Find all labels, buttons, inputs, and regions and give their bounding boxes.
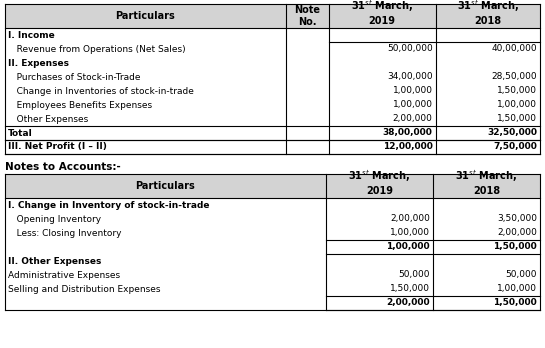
Text: Total: Total — [8, 128, 33, 137]
Text: Revenue from Operations (Net Sales): Revenue from Operations (Net Sales) — [8, 45, 186, 54]
Text: 1,50,000: 1,50,000 — [497, 114, 537, 124]
Text: 1,00,000: 1,00,000 — [497, 101, 537, 110]
Text: 3,50,000: 3,50,000 — [497, 214, 537, 223]
Text: Opening Inventory: Opening Inventory — [8, 214, 101, 223]
Text: 1,00,000: 1,00,000 — [386, 243, 430, 252]
Text: III. Net Profit (I – II): III. Net Profit (I – II) — [8, 142, 107, 151]
Bar — [5, 174, 540, 310]
Text: Purchases of Stock-in-Trade: Purchases of Stock-in-Trade — [8, 72, 141, 81]
Text: 1,50,000: 1,50,000 — [390, 285, 430, 293]
Text: 1,00,000: 1,00,000 — [497, 285, 537, 293]
Text: 50,000: 50,000 — [506, 270, 537, 279]
Text: 1,50,000: 1,50,000 — [493, 243, 537, 252]
Text: I. Change in Inventory of stock-in-trade: I. Change in Inventory of stock-in-trade — [8, 200, 209, 209]
Text: 2,00,000: 2,00,000 — [386, 299, 430, 308]
Text: Other Expenses: Other Expenses — [8, 114, 88, 124]
Text: Selling and Distribution Expenses: Selling and Distribution Expenses — [8, 285, 160, 293]
Text: 38,00,000: 38,00,000 — [383, 128, 433, 137]
Bar — [5, 4, 540, 28]
Text: 1,50,000: 1,50,000 — [493, 299, 537, 308]
Text: Particulars: Particulars — [116, 11, 175, 21]
Text: 12,00,000: 12,00,000 — [383, 142, 433, 151]
Text: Administrative Expenses: Administrative Expenses — [8, 270, 120, 279]
Text: 50,000: 50,000 — [398, 270, 430, 279]
Text: Change in Inventories of stock-in-trade: Change in Inventories of stock-in-trade — [8, 87, 194, 95]
Text: II. Other Expenses: II. Other Expenses — [8, 256, 101, 266]
Text: 31$^{st}$ March,
2019: 31$^{st}$ March, 2019 — [351, 0, 413, 26]
Text: 34,00,000: 34,00,000 — [387, 72, 433, 81]
Text: I. Income: I. Income — [8, 31, 54, 40]
Text: 40,00,000: 40,00,000 — [492, 45, 537, 54]
Text: 2,00,000: 2,00,000 — [390, 214, 430, 223]
Bar — [5, 174, 540, 198]
Text: 31$^{st}$ March,
2019: 31$^{st}$ March, 2019 — [348, 168, 410, 196]
Text: 31$^{st}$ March,
2018: 31$^{st}$ March, 2018 — [457, 0, 519, 26]
Text: 1,00,000: 1,00,000 — [390, 229, 430, 237]
Text: Note
No.: Note No. — [294, 5, 320, 27]
Text: Less: Closing Inventory: Less: Closing Inventory — [8, 229, 122, 237]
Text: 50,00,000: 50,00,000 — [387, 45, 433, 54]
Text: 2,00,000: 2,00,000 — [393, 114, 433, 124]
Text: Employees Benefits Expenses: Employees Benefits Expenses — [8, 101, 152, 110]
Text: 32,50,000: 32,50,000 — [487, 128, 537, 137]
Text: 1,50,000: 1,50,000 — [497, 87, 537, 95]
Text: 1,00,000: 1,00,000 — [393, 101, 433, 110]
Text: 2,00,000: 2,00,000 — [497, 229, 537, 237]
Text: Particulars: Particulars — [136, 181, 195, 191]
Text: 7,50,000: 7,50,000 — [493, 142, 537, 151]
Text: II. Expenses: II. Expenses — [8, 58, 69, 68]
Text: Notes to Accounts:-: Notes to Accounts:- — [5, 162, 121, 172]
Text: 28,50,000: 28,50,000 — [492, 72, 537, 81]
Bar — [5, 4, 540, 154]
Text: 31$^{st}$ March,
2018: 31$^{st}$ March, 2018 — [456, 168, 518, 196]
Text: 1,00,000: 1,00,000 — [393, 87, 433, 95]
